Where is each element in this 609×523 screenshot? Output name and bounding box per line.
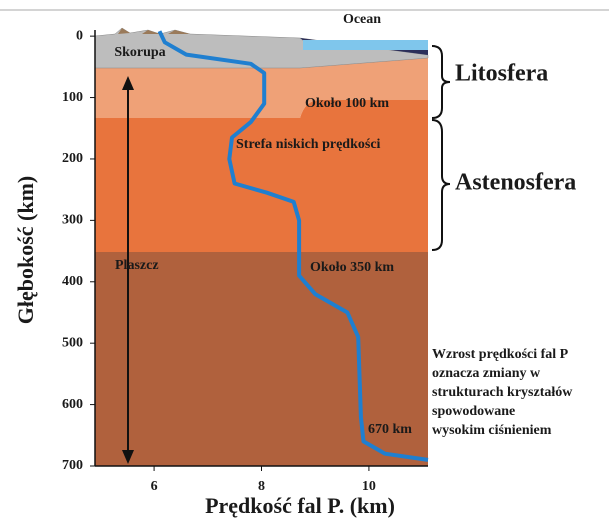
note-line: wysokim ciśnieniem	[432, 423, 552, 438]
annotation: Skorupa	[114, 45, 165, 60]
annotation: Plaszcz	[115, 258, 159, 273]
annotation: Strefa niskich prędkości	[236, 137, 381, 152]
annotation: Astenosfera	[455, 170, 576, 196]
annotation: Ocean	[343, 12, 381, 27]
note-line: spowodowane	[432, 404, 515, 419]
chart: Prędkość fal P. (km) Głębokość (km) 0 100…	[0, 0, 609, 523]
y-tick-label: 400	[62, 274, 83, 289]
y-axis-label: Głębokość (km)	[13, 176, 38, 325]
note-line: strukturach kryształów	[432, 385, 573, 400]
annotation: Około 100 km	[305, 96, 389, 111]
y-tick-label: 600	[62, 397, 83, 412]
x-tick-label: 6	[151, 479, 158, 494]
note-line: Wzrost prędkości fal P	[432, 347, 569, 362]
asthenosphere-layer	[95, 100, 428, 252]
x-tick-label: 8	[258, 479, 265, 494]
y-tick-label: 200	[62, 151, 83, 166]
lithosphere-brace	[432, 46, 450, 118]
annotation: Około 350 km	[310, 260, 394, 275]
note-line: oznacza zmiany w	[432, 366, 541, 381]
y-tick-label: 0	[76, 28, 83, 43]
y-tick-label: 700	[62, 458, 83, 473]
y-tick-label: 300	[62, 213, 83, 228]
x-axis-label: Prędkość fal P. (km)	[205, 493, 395, 518]
ocean-water	[303, 40, 428, 50]
annotation: 670 km	[368, 422, 412, 437]
x-tick-label: 10	[362, 479, 376, 494]
annotation: Litosfera	[455, 61, 548, 87]
asthenosphere-brace	[432, 120, 450, 250]
y-tick-label: 100	[62, 90, 83, 105]
y-tick-label: 500	[62, 335, 83, 350]
